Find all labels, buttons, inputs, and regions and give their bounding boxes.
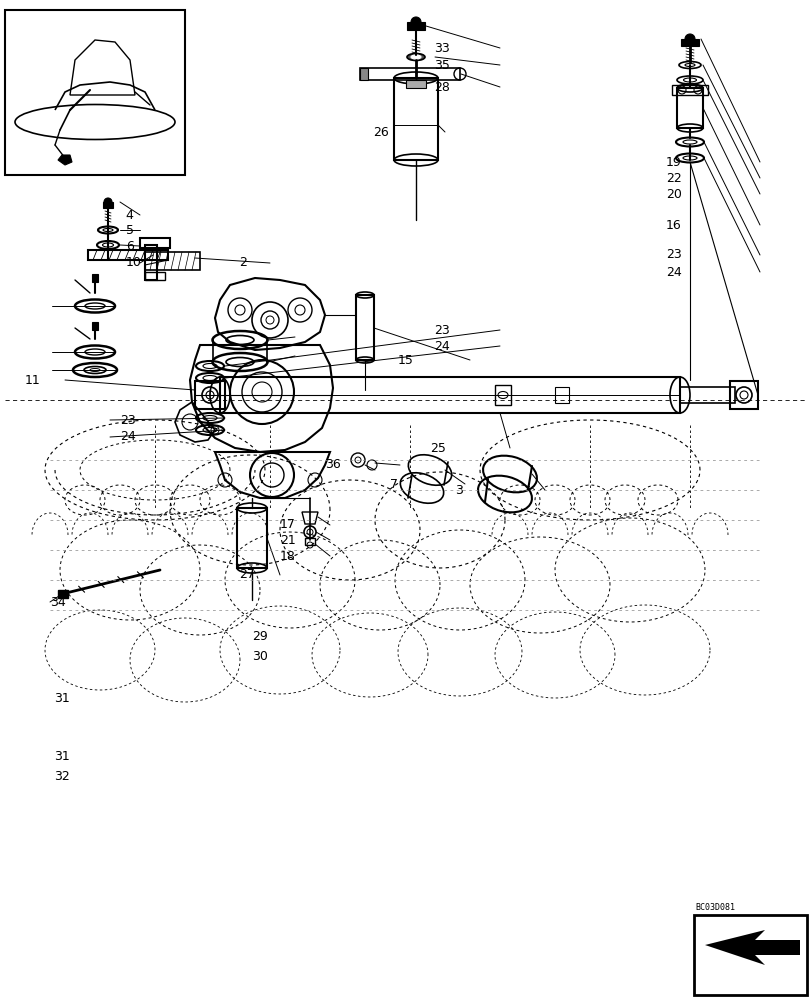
Text: 20: 20 — [665, 188, 681, 201]
Text: 34: 34 — [50, 595, 66, 608]
Polygon shape — [704, 930, 799, 965]
Text: 22: 22 — [665, 172, 680, 185]
Text: 7: 7 — [389, 478, 397, 490]
Bar — [220, 377, 679, 413]
Polygon shape — [58, 155, 72, 165]
Bar — [729, 381, 757, 409]
Bar — [406, 80, 426, 88]
Bar — [676, 88, 702, 128]
Bar — [680, 39, 698, 46]
Bar — [145, 252, 200, 270]
Circle shape — [684, 34, 694, 44]
Text: 21: 21 — [280, 534, 295, 546]
Text: 27: 27 — [239, 568, 255, 582]
Bar — [139, 238, 169, 248]
Text: BC03D081: BC03D081 — [694, 903, 734, 912]
Bar — [495, 385, 510, 405]
Text: 31: 31 — [54, 750, 70, 764]
Bar — [355, 295, 374, 360]
Bar — [359, 68, 367, 80]
Bar — [305, 538, 315, 545]
Text: 26: 26 — [373, 126, 388, 139]
Bar — [672, 85, 707, 95]
Text: 24: 24 — [434, 340, 449, 353]
Text: 35: 35 — [434, 59, 450, 72]
Text: 3: 3 — [454, 484, 462, 496]
Ellipse shape — [410, 55, 420, 59]
Circle shape — [410, 17, 420, 27]
Bar — [88, 250, 168, 260]
Text: 33: 33 — [434, 42, 449, 55]
Text: 18: 18 — [280, 550, 296, 562]
Text: 28: 28 — [434, 81, 450, 94]
Text: 23: 23 — [434, 324, 449, 336]
Bar — [237, 508, 267, 568]
Bar — [92, 322, 98, 330]
Text: 19: 19 — [665, 156, 680, 169]
Text: 15: 15 — [397, 354, 414, 366]
Text: 30: 30 — [251, 650, 268, 662]
Text: 6: 6 — [126, 239, 134, 252]
Bar — [58, 590, 68, 598]
Text: 17: 17 — [280, 518, 296, 532]
Text: 10: 10 — [126, 256, 142, 269]
Text: 25: 25 — [430, 442, 446, 454]
Text: 11: 11 — [24, 373, 40, 386]
Text: 23: 23 — [665, 248, 680, 261]
Text: 31: 31 — [54, 692, 70, 706]
Text: 2: 2 — [239, 256, 247, 269]
Bar — [145, 245, 157, 280]
Text: 24: 24 — [665, 265, 680, 278]
Bar — [406, 22, 424, 30]
Bar — [393, 78, 437, 160]
Text: 16: 16 — [665, 219, 680, 232]
Bar — [145, 272, 165, 280]
Bar — [693, 915, 806, 995]
Bar — [5, 10, 185, 175]
Circle shape — [104, 198, 112, 206]
Text: 4: 4 — [126, 209, 134, 222]
Bar — [92, 274, 98, 282]
Bar — [359, 68, 460, 80]
Bar — [679, 387, 734, 403]
Bar — [195, 381, 225, 409]
Text: 29: 29 — [251, 630, 267, 644]
Ellipse shape — [406, 54, 424, 61]
Text: 24: 24 — [120, 430, 135, 444]
Text: 32: 32 — [54, 770, 70, 782]
Text: 5: 5 — [126, 224, 134, 237]
Text: 23: 23 — [120, 414, 135, 426]
Bar — [103, 202, 113, 208]
Bar — [554, 387, 569, 403]
Text: 36: 36 — [324, 458, 340, 472]
